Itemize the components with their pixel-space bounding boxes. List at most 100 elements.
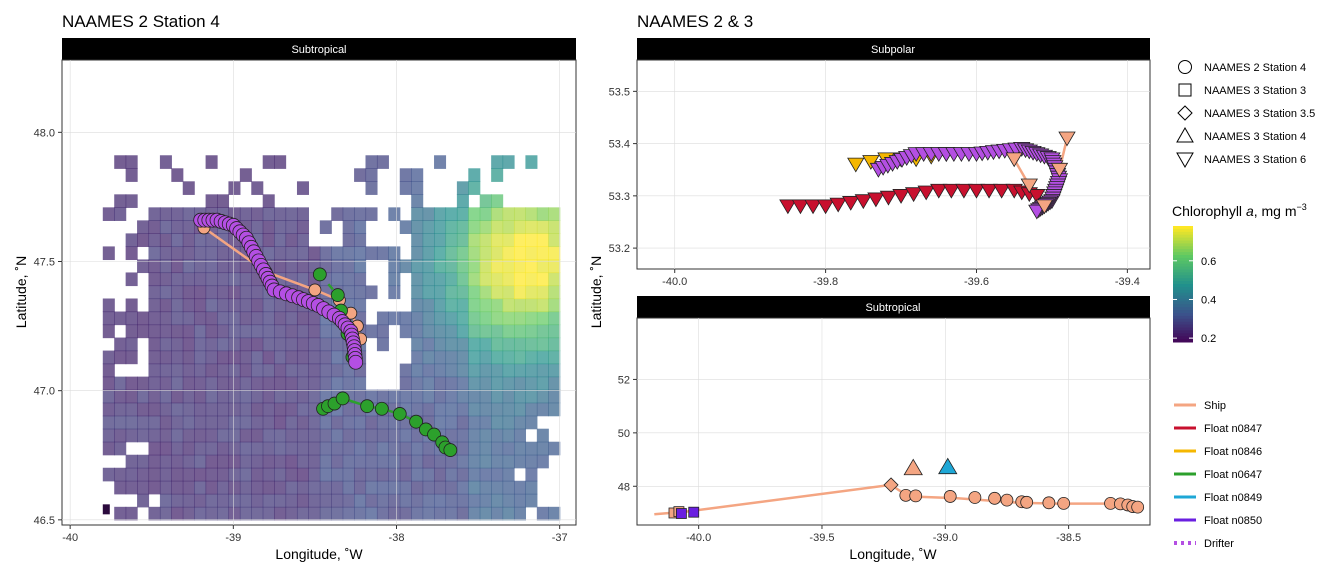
- raster-cell: [479, 298, 492, 313]
- raster-cell: [422, 376, 435, 391]
- raster-cell: [274, 402, 287, 417]
- raster-cell: [159, 467, 172, 482]
- raster-cell: [479, 207, 492, 221]
- raster-cell: [296, 233, 309, 248]
- raster-cell: [513, 337, 527, 352]
- raster-cell: [262, 337, 275, 352]
- raster-cell: [262, 194, 275, 208]
- raster-cell: [228, 363, 241, 378]
- raster-cell: [445, 480, 458, 495]
- raster-cell: [456, 246, 469, 261]
- raster-cell: [502, 415, 515, 430]
- colorbar-tick-label: 0.2: [1201, 333, 1216, 345]
- float-n0647-point: [392, 407, 407, 421]
- raster-cell: [171, 467, 184, 482]
- raster-cell: [194, 506, 207, 521]
- raster-cell: [102, 415, 115, 430]
- raster-cell: [182, 402, 195, 417]
- colorbar-segment: [1173, 292, 1193, 297]
- raster-cell: [411, 402, 424, 417]
- raster-cell: [456, 311, 469, 326]
- raster-cell: [331, 350, 344, 365]
- float-n0847-point: [779, 199, 797, 215]
- raster-cell: [331, 207, 344, 221]
- raster-cell: [388, 493, 401, 508]
- raster-cell: [148, 428, 161, 443]
- raster-cell: [148, 389, 161, 404]
- raster-cell: [536, 246, 549, 261]
- raster-cell: [171, 350, 184, 365]
- raster-cell: [445, 428, 458, 443]
- raster-cell: [491, 194, 504, 208]
- raster-cell: [548, 311, 561, 326]
- raster-cell: [468, 493, 481, 508]
- colorbar-segment: [1173, 255, 1193, 259]
- raster-cell: [182, 311, 195, 326]
- raster-cell: [171, 285, 184, 300]
- raster-cell: [434, 298, 447, 313]
- legend-diamond-icon: [1177, 105, 1193, 121]
- raster-cell: [411, 493, 424, 508]
- colorbar-segment: [1173, 301, 1193, 305]
- raster-cell: [159, 415, 172, 430]
- raster-cell: [228, 428, 241, 443]
- raster-cell: [399, 441, 412, 456]
- raster-cell: [434, 324, 447, 339]
- float-n0847-point: [1028, 189, 1046, 204]
- raster-cell: [411, 285, 424, 300]
- raster-cell: [114, 350, 127, 365]
- raster-cell: [456, 389, 469, 404]
- raster-cell: [159, 493, 172, 508]
- raster-cell: [285, 311, 298, 326]
- raster-cell: [125, 480, 138, 495]
- raster-cell: [479, 337, 492, 352]
- raster-cell: [354, 298, 367, 313]
- raster-cell: [525, 376, 538, 391]
- raster-cell: [422, 350, 435, 365]
- raster-cell: [513, 298, 527, 313]
- raster-cell: [171, 207, 184, 221]
- raster-cell: [159, 285, 172, 300]
- panel1-grid: [62, 60, 576, 525]
- colorbar-title: Chlorophyll a, mg m−3: [1172, 202, 1307, 219]
- raster-cell: [376, 389, 389, 404]
- raster-cell: [548, 337, 561, 352]
- raster-cell: [388, 207, 401, 221]
- raster-cell: [502, 220, 515, 234]
- colorbar-segment: [1173, 307, 1193, 311]
- raster-cell: [434, 493, 447, 508]
- raster-cell: [548, 389, 561, 404]
- raster-cell: [262, 311, 275, 326]
- raster-cell: [354, 376, 367, 391]
- raster-cell: [354, 467, 367, 482]
- raster-cell: [468, 389, 481, 404]
- raster-cell: [114, 441, 127, 456]
- raster-cell: [102, 441, 115, 456]
- raster-cell: [274, 376, 287, 391]
- raster-cell: [319, 376, 332, 391]
- raster-cell: [114, 467, 127, 482]
- legend-shape-label: NAAMES 3 Station 3: [1204, 85, 1306, 97]
- raster-cell: [251, 311, 264, 326]
- raster-cell: [148, 272, 161, 287]
- raster-cell: [513, 272, 527, 287]
- raster-cell: [422, 441, 435, 456]
- station-3-3-5-point: [883, 477, 899, 493]
- raster-cell: [445, 389, 458, 404]
- raster-cell: [159, 233, 172, 248]
- raster-cell: [548, 376, 561, 391]
- y-tick-label: 47.5: [34, 257, 55, 269]
- raster-cell: [171, 311, 184, 326]
- raster-cell: [342, 506, 355, 521]
- float-n0846-point: [847, 157, 865, 173]
- raster-cell: [502, 207, 515, 221]
- float-n0847-point: [930, 183, 948, 199]
- raster-cell: [159, 454, 172, 469]
- raster-cell: [468, 415, 481, 430]
- raster-cell: [137, 467, 150, 482]
- raster-cell: [205, 480, 218, 495]
- raster-cell: [388, 246, 401, 261]
- raster-cell: [262, 155, 275, 169]
- raster-cell: [274, 363, 287, 378]
- raster-cell: [399, 376, 412, 391]
